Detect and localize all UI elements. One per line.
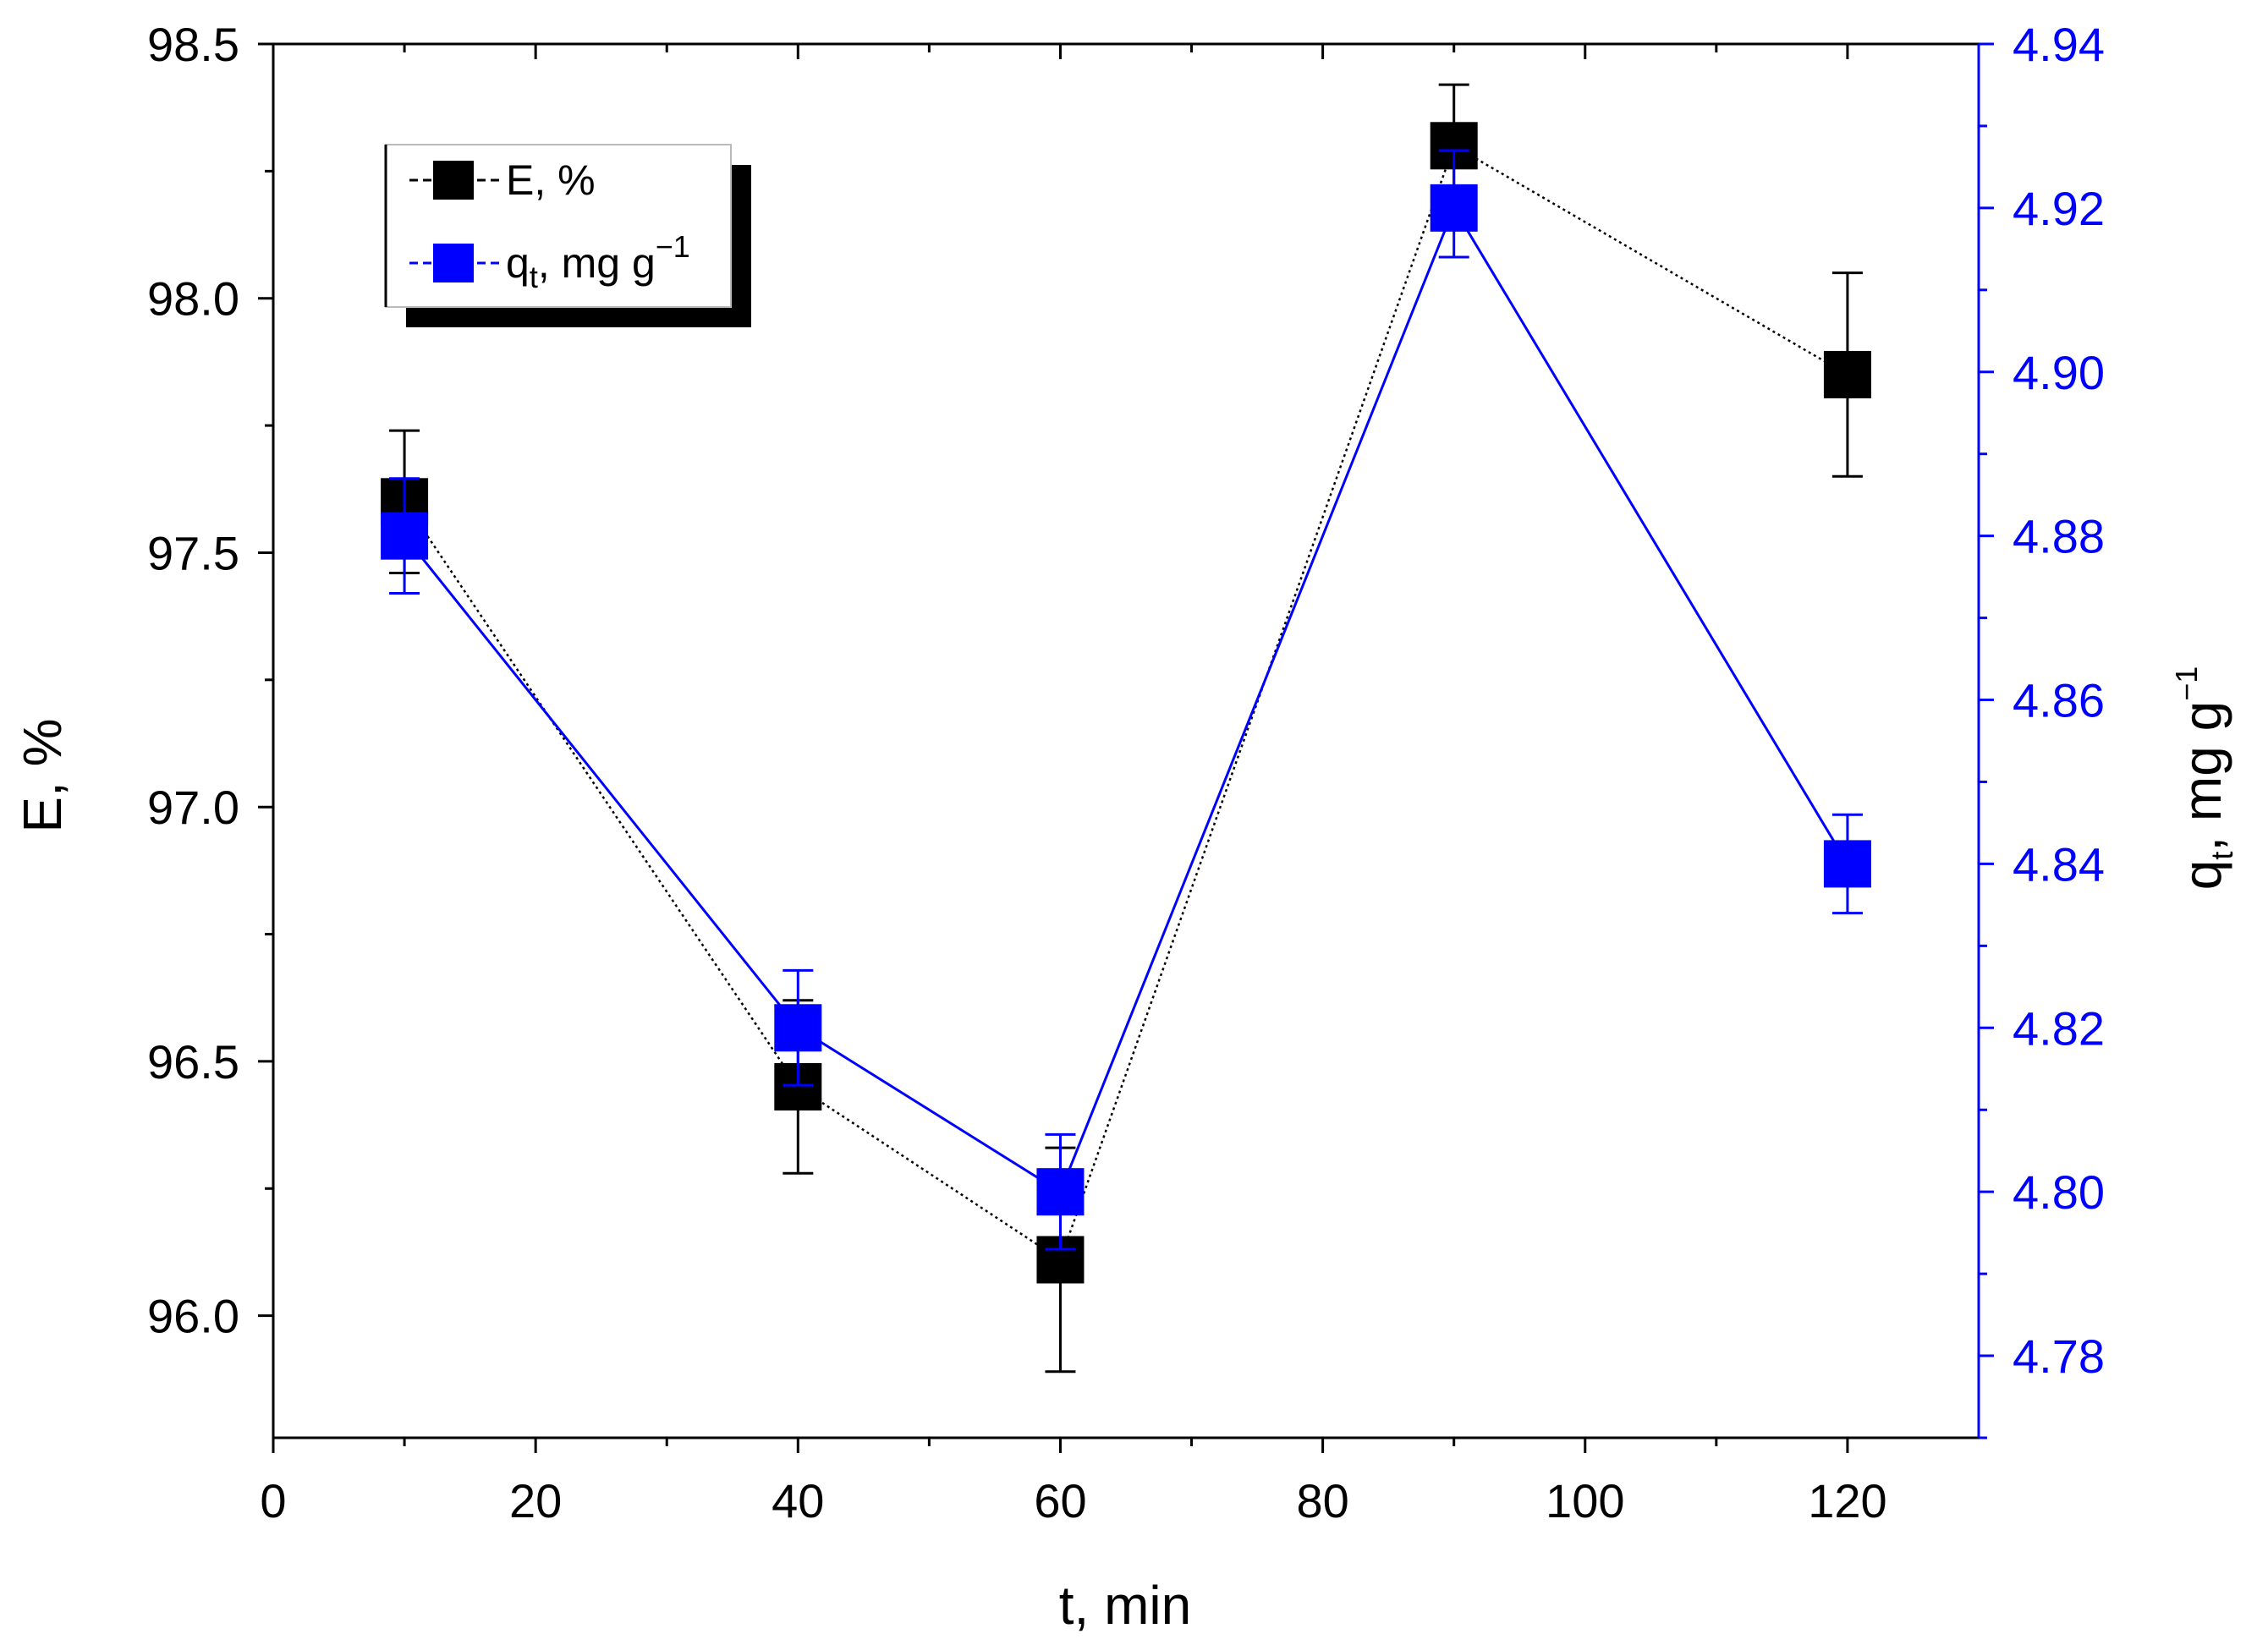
data-point-q (1036, 1168, 1085, 1216)
x-tick-label: 0 (260, 1474, 286, 1527)
x-tick-label: 40 (772, 1474, 824, 1527)
series-layer (381, 83, 1871, 1374)
x-tick-label: 80 (1296, 1474, 1348, 1527)
legend-marker-q (433, 244, 474, 282)
x-tick-label: 120 (1808, 1474, 1886, 1527)
y-right-tick-label: 4.84 (2013, 837, 2105, 891)
x-tick-label: 100 (1546, 1474, 1624, 1527)
legend: E, % qt, mg g−1 (384, 144, 751, 327)
legend-label-q-main: q (506, 239, 530, 287)
y-right-tick-label: 4.92 (2013, 182, 2105, 235)
legend-label-q-sup: −1 (656, 229, 690, 264)
y-right-tick-label: 4.88 (2013, 510, 2105, 563)
x-tick-label: 20 (509, 1474, 562, 1527)
y-right-tick-label: 4.94 (2013, 18, 2105, 71)
y-right-tick-label: 4.90 (2013, 346, 2105, 399)
legend-label-q: qt, mg g−1 (506, 229, 690, 294)
data-point-q (381, 512, 429, 560)
y-left-axis-title: E, % (12, 718, 73, 832)
x-axis-title: t, min (1059, 1575, 1191, 1636)
legend-label-q-rest: , mg g (538, 239, 656, 287)
data-point-q (1430, 184, 1478, 232)
y-right-tick-label: 4.82 (2013, 1001, 2105, 1055)
axes-layer: 0 20 40 60 80 100 120 96.0 96.5 97.0 97.5 98.0 98.5 4… (147, 18, 2105, 1527)
y-right-tick-label: 4.86 (2013, 674, 2105, 727)
y-right-tick-label: 4.78 (2013, 1330, 2105, 1383)
y-right-axis-title-q: q (2172, 860, 2232, 891)
y-left-tick-label: 97.5 (147, 526, 239, 579)
y-left-tick-label: 96.5 (147, 1035, 239, 1088)
y-left-tick-label: 97.0 (147, 781, 239, 834)
x-tick-label: 60 (1034, 1474, 1086, 1527)
y-right-axis-title-sup: −1 (2169, 666, 2204, 701)
data-point-e (1823, 350, 1871, 398)
y-right-axis-title-sub: t (2205, 852, 2239, 860)
data-point-q (774, 1004, 822, 1052)
data-point-q (1823, 840, 1871, 888)
legend-label-e: E, % (506, 156, 596, 204)
y-left-tick-label: 98.0 (147, 272, 239, 326)
legend-marker-e (433, 161, 474, 200)
y-right-axis-title: qt, mg g−1 (2169, 666, 2239, 891)
legend-label-q-sub: t (530, 260, 538, 294)
y-right-tick-label: 4.80 (2013, 1165, 2105, 1219)
y-left-tick-label: 98.5 (147, 18, 239, 71)
y-left-tick-label: 96.0 (147, 1290, 239, 1343)
y-right-axis-title-rest: , mg g (2172, 701, 2232, 852)
